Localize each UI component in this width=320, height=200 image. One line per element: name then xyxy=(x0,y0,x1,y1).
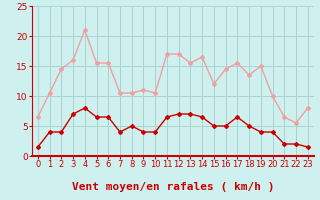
Text: Vent moyen/en rafales ( km/h ): Vent moyen/en rafales ( km/h ) xyxy=(72,182,274,192)
